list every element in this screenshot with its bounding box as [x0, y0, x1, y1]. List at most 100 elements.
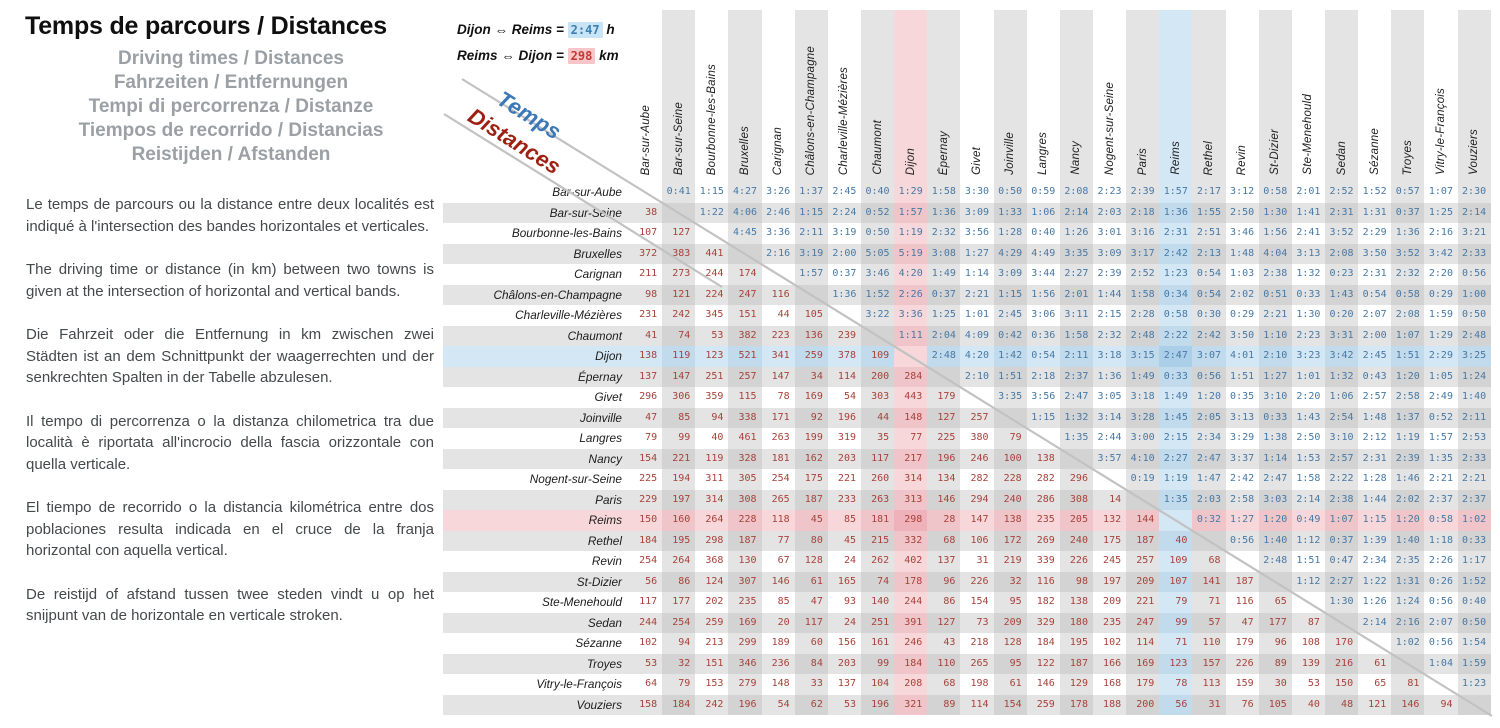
matrix-cell-time: 2:45 — [827, 182, 861, 203]
column-header: Vouziers — [1457, 10, 1491, 182]
matrix-cell-time: 1:05 — [1424, 366, 1458, 387]
matrix-cell-distance: 95 — [993, 653, 1027, 674]
matrix-cell-time: 4:01 — [1225, 346, 1259, 367]
matrix-cell-distance: 279 — [728, 674, 762, 695]
matrix-cell-distance: 244 — [629, 612, 663, 633]
matrix-cell-distance: 107 — [1159, 571, 1193, 592]
matrix-cell-distance: 138 — [1059, 592, 1093, 613]
matrix-cell-time: 1:49 — [1126, 366, 1160, 387]
matrix-cell-time: 2:48 — [1258, 551, 1292, 572]
matrix-cell-diagonal — [860, 325, 895, 346]
matrix-cell-diagonal — [927, 366, 961, 387]
matrix-cell-time: 2:46 — [761, 202, 795, 223]
row-label: Épernay — [443, 366, 629, 387]
matrix-cell-time: 1:39 — [1358, 530, 1392, 551]
matrix-cell-time: 3:35 — [1059, 243, 1093, 264]
matrix-cell-distance: 174 — [728, 264, 762, 285]
matrix-cell-distance: 151 — [695, 653, 729, 674]
matrix-cell-distance: 372 — [629, 243, 663, 264]
matrix-cell-time: 2:34 — [1358, 551, 1392, 572]
matrix-cell-distance: 380 — [960, 428, 994, 449]
matrix-cell-distance: 150 — [1324, 674, 1359, 695]
matrix-cell-time: 0:37 — [1391, 202, 1425, 223]
row-label: Nancy — [443, 448, 629, 469]
matrix-cell-distance: 96 — [1258, 633, 1292, 654]
row-label: Rethel — [443, 530, 629, 551]
matrix-cell-distance: 68 — [927, 674, 961, 695]
matrix-cell-time: 3:42 — [1424, 243, 1458, 264]
column-header: Sedan — [1324, 10, 1359, 182]
matrix-cell-distance: 203 — [827, 448, 861, 469]
matrix-cell-time: 2:20 — [1424, 264, 1458, 285]
column-header-label: Paris — [1136, 147, 1149, 175]
matrix-cell-time: 2:07 — [1358, 305, 1392, 326]
matrix-cell-distance: 137 — [927, 551, 961, 572]
matrix-cell-time: 3:18 — [1092, 346, 1127, 367]
matrix-cell-time: 0:56 — [1192, 366, 1226, 387]
matrix-cell-time: 1:31 — [1391, 571, 1425, 592]
matrix-cell-distance: 216 — [1324, 653, 1359, 674]
matrix-cell-distance: 244 — [894, 592, 928, 613]
matrix-cell-time: 1:49 — [927, 264, 961, 285]
column-header-label: Reims — [1169, 141, 1182, 175]
matrix-cell-distance: 208 — [894, 674, 928, 695]
matrix-cell-time: 3:37 — [1225, 448, 1259, 469]
column-header: Chaumont — [860, 10, 895, 182]
matrix-cell-distance: 113 — [1192, 674, 1226, 695]
subtitle-es: Tiempos de recorrido / Distancias — [78, 120, 384, 141]
matrix-cell-distance: 257 — [960, 407, 994, 428]
matrix-cell-distance: 53 — [1291, 674, 1325, 695]
matrix-cell-time: 1:01 — [960, 305, 994, 326]
matrix-cell-distance: 378 — [827, 346, 861, 367]
matrix-cell-distance: 94 — [1424, 694, 1458, 715]
matrix-cell-time: 3:22 — [860, 305, 895, 326]
matrix-cell-distance: 108 — [1291, 633, 1325, 654]
matrix-row: Revin 254 264 368 130 67 128 24 262 402 137 31 219 33… — [443, 551, 1491, 572]
matrix-cell-distance: 196 — [827, 407, 861, 428]
matrix-cell-distance: 200 — [1126, 694, 1160, 715]
matrix-cell-time: 2:11 — [794, 223, 828, 244]
matrix-cell-time: 2:27 — [1059, 264, 1093, 285]
matrix-cell-time: 3:52 — [1324, 223, 1359, 244]
matrix-cell-time: 2:52 — [1324, 182, 1359, 203]
matrix-cell-time: 1:52 — [1457, 571, 1491, 592]
matrix-cell-time: 3:13 — [1225, 407, 1259, 428]
row-label: Sedan — [443, 612, 629, 633]
matrix-cell-distance: 254 — [662, 612, 696, 633]
matrix-cell-distance: 305 — [728, 469, 762, 490]
matrix-cell-time: 1:37 — [1391, 407, 1425, 428]
matrix-cell-time: 0:50 — [993, 182, 1027, 203]
matrix-rows: Bar-sur-Aube 0:41 1:15 4:27 3:26 1:37 2:45 0:40… — [443, 182, 1491, 715]
matrix-cell-distance: 244 — [695, 264, 729, 285]
matrix-cell-time: 3:14 — [1092, 407, 1127, 428]
matrix-cell-distance: 314 — [695, 489, 729, 510]
matrix-cell-time: 2:45 — [1358, 346, 1392, 367]
matrix-cell-time: 1:07 — [1324, 510, 1359, 531]
matrix-cell-time: 2:42 — [1159, 243, 1193, 264]
matrix-cell-distance: 20 — [761, 612, 795, 633]
matrix-cell-distance: 137 — [629, 366, 663, 387]
matrix-cell-distance: 213 — [695, 633, 729, 654]
matrix-cell-distance: 221 — [827, 469, 861, 490]
matrix-cell-distance: 235 — [1092, 612, 1127, 633]
matrix-cell-distance: 144 — [1126, 510, 1160, 531]
matrix-cell-time: 1:11 — [894, 325, 928, 346]
intro-paragraph-it: Il tempo di percorrenza o la distanza ch… — [26, 412, 434, 473]
matrix-cell-distance: 45 — [794, 510, 828, 531]
matrix-cell-time: 1:15 — [993, 284, 1027, 305]
matrix-cell-distance: 157 — [1192, 653, 1226, 674]
matrix-cell-time: 2:15 — [1092, 305, 1127, 326]
legend-time-line: Dijon ⇔ Reims = 2:47 h — [457, 17, 619, 43]
matrix-cell-distance: 197 — [662, 489, 696, 510]
matrix-cell-distance: 235 — [1026, 510, 1060, 531]
matrix-cell-distance: 242 — [662, 305, 696, 326]
matrix-cell-distance: 247 — [1126, 612, 1160, 633]
matrix-cell-distance: 251 — [860, 612, 895, 633]
matrix-cell-time: 3:21 — [1457, 223, 1491, 244]
matrix-cell-distance: 140 — [860, 592, 895, 613]
matrix-cell-distance: 33 — [794, 674, 828, 695]
matrix-cell-distance: 85 — [662, 407, 696, 428]
matrix-cell-time: 3:01 — [1092, 223, 1127, 244]
matrix-cell-time: 0:29 — [1225, 305, 1259, 326]
matrix-cell-time: 1:44 — [1358, 489, 1392, 510]
